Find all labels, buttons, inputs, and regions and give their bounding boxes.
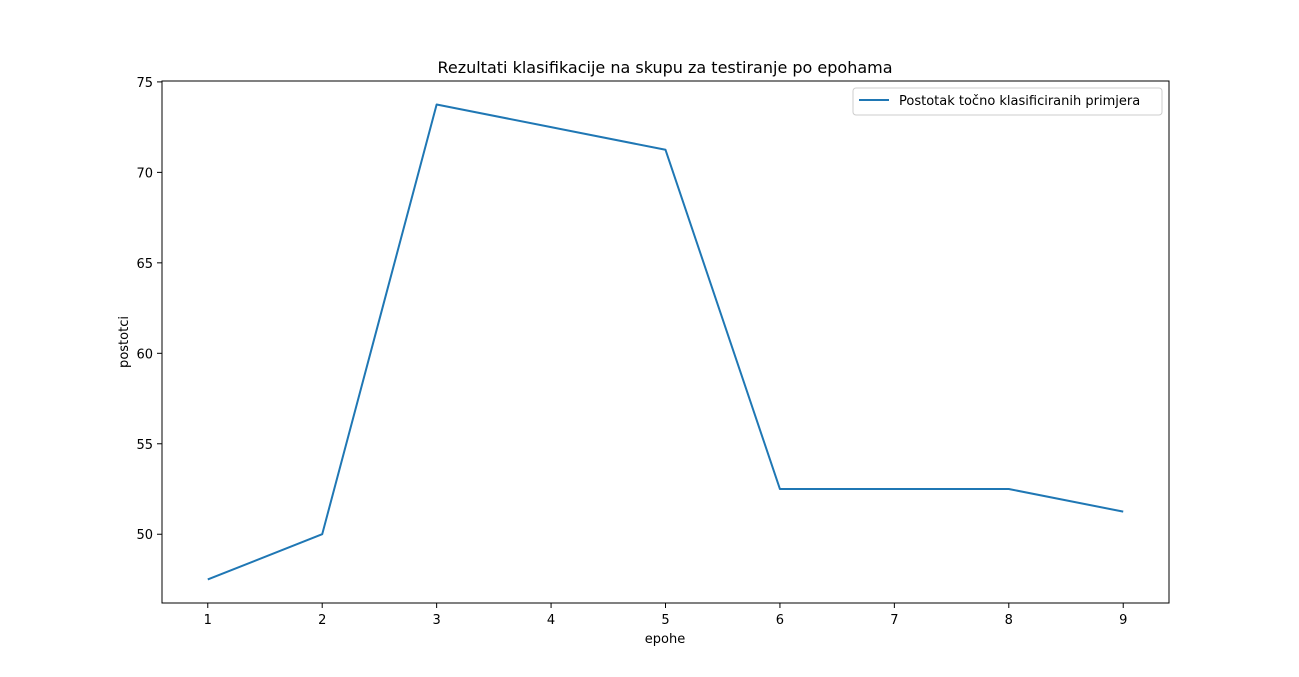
x-tick-label: 3 bbox=[432, 613, 440, 628]
y-tick-label: 55 bbox=[136, 438, 153, 453]
series-layer bbox=[207, 103, 1124, 581]
y-tick-label: 50 bbox=[136, 528, 153, 543]
legend-box bbox=[852, 87, 1163, 116]
x-axis-ticks: 1 2 3 4 5 6 7 8 9 bbox=[204, 603, 1127, 628]
x-tick-label: 8 bbox=[1005, 613, 1013, 628]
x-tick-label: 9 bbox=[1119, 613, 1127, 628]
x-axis-title: epohe bbox=[645, 632, 685, 647]
legend-label: Postotak točno klasificiranih primjera bbox=[899, 94, 1140, 109]
y-tick-label: 75 bbox=[136, 76, 153, 91]
y-axis-title: postotci bbox=[117, 316, 132, 368]
x-tick-label: 6 bbox=[776, 613, 784, 628]
x-tick-label: 5 bbox=[661, 613, 669, 628]
plot-frame bbox=[161, 80, 1170, 604]
chart-title: Rezultati klasifikacije na skupu za test… bbox=[437, 58, 892, 77]
y-tick-label: 60 bbox=[136, 347, 153, 362]
y-tick-label: 65 bbox=[136, 257, 153, 272]
series-line-0 bbox=[207, 103, 1124, 581]
plot-area bbox=[162, 81, 1169, 603]
y-tick-label: 70 bbox=[136, 166, 153, 181]
x-tick-label: 1 bbox=[204, 613, 212, 628]
y-axis-ticks: 50 55 60 65 70 75 bbox=[136, 76, 162, 543]
x-tick-label: 2 bbox=[318, 613, 326, 628]
x-tick-label: 7 bbox=[890, 613, 898, 628]
legend: Postotak točno klasificiranih primjera bbox=[852, 87, 1163, 116]
x-tick-label: 4 bbox=[547, 613, 555, 628]
